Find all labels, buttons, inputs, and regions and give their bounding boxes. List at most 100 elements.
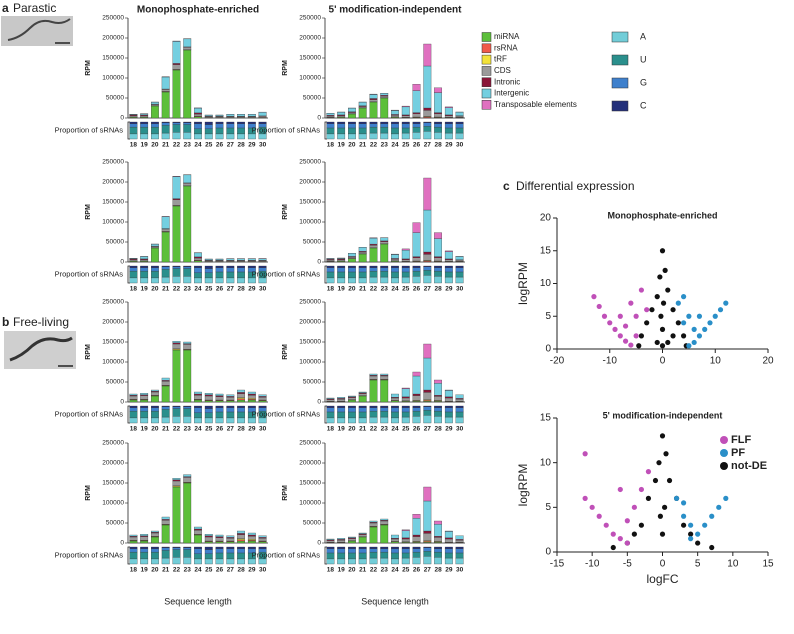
bar-segment xyxy=(455,256,464,260)
proportion-segment xyxy=(380,270,389,278)
x-axis-label: Sequence length xyxy=(164,596,232,606)
proportion-segment xyxy=(161,550,170,559)
x-tick-label: 19 xyxy=(338,286,346,293)
point xyxy=(649,307,655,313)
proportion-segment xyxy=(151,417,159,424)
proportion-segment xyxy=(358,548,367,554)
proportion-segment xyxy=(434,132,442,140)
bar-segment xyxy=(401,529,410,531)
point xyxy=(659,248,666,254)
x-tick-label: 28 xyxy=(237,142,245,149)
proportion-segment xyxy=(226,548,235,554)
x-tick-label: 23 xyxy=(184,567,192,574)
point xyxy=(622,338,629,344)
bar-segment xyxy=(215,536,224,538)
proportion-segment xyxy=(380,410,389,418)
bar-segment xyxy=(401,249,410,260)
bar-segment xyxy=(326,113,335,116)
x-tick-label: 30 xyxy=(456,567,464,574)
proportion-segment xyxy=(226,267,235,273)
bar-segment xyxy=(194,107,202,114)
proportion-segment xyxy=(172,405,181,408)
x-tick-label: -10 xyxy=(603,356,618,367)
bar-segment xyxy=(358,532,367,534)
x-tick-label: 24 xyxy=(391,567,399,574)
bar-segment xyxy=(434,537,442,542)
proportion-segment xyxy=(215,546,224,549)
proportion-segment xyxy=(172,557,181,565)
proportion-segment xyxy=(337,265,346,268)
proportion-segment xyxy=(348,123,356,129)
x-tick-label: 10 xyxy=(710,356,722,367)
bar-segment xyxy=(183,38,192,48)
proportion-segment xyxy=(444,265,453,268)
bar-segment xyxy=(183,47,192,50)
bar-segment xyxy=(401,537,410,540)
x-tick-label: 29 xyxy=(445,142,453,149)
proportion-segment xyxy=(369,123,378,128)
legend-label: Transposable elements xyxy=(494,100,577,109)
x-tick-label: 27 xyxy=(424,286,432,293)
bar-segment xyxy=(337,259,346,262)
panel-letter: a xyxy=(2,1,9,15)
proportion-segment xyxy=(183,266,192,269)
point xyxy=(691,339,697,346)
bar-segment xyxy=(348,112,356,114)
proportion-segment xyxy=(247,277,256,284)
proportion-segment xyxy=(194,272,202,279)
proportion-segment xyxy=(129,551,138,560)
bar-segment xyxy=(326,115,335,118)
proportion-segment xyxy=(348,121,356,124)
bar-segment xyxy=(215,395,224,397)
bar-segment xyxy=(348,113,356,119)
bar-segment xyxy=(151,243,159,247)
bar-segment xyxy=(401,387,410,389)
bar-segment xyxy=(215,534,224,537)
x-tick-label: 20 xyxy=(151,426,159,433)
proportion-segment xyxy=(412,407,421,412)
proportion-segment xyxy=(215,121,224,124)
proportion-segment xyxy=(444,407,453,413)
point xyxy=(596,513,602,519)
proportion-segment xyxy=(380,126,389,134)
proportion-segment xyxy=(140,133,149,140)
proportion-segment xyxy=(391,552,399,560)
proportion-segment xyxy=(348,405,356,408)
proportion-segment xyxy=(401,546,410,549)
proportion-segment xyxy=(401,121,410,124)
y-tick-label: 200000 xyxy=(102,460,124,467)
point xyxy=(707,320,713,326)
proportion-segment xyxy=(455,276,464,284)
bar-segment xyxy=(161,231,170,263)
proportion-segment xyxy=(434,121,442,124)
proportion-segment xyxy=(151,265,159,268)
proportion-segment xyxy=(161,409,170,418)
proportion-segment xyxy=(444,416,453,424)
point xyxy=(654,339,660,346)
point xyxy=(638,333,645,339)
bar-segment xyxy=(412,514,421,519)
y-tick-label: 0 xyxy=(120,540,124,547)
proportion-segment xyxy=(444,123,453,129)
proportion-segment xyxy=(423,551,432,557)
proportion-segment xyxy=(326,277,335,284)
proportion-segment xyxy=(172,132,181,140)
x-tick-label: 22 xyxy=(173,426,181,433)
x-tick-label: 27 xyxy=(227,426,235,433)
proportion-segment xyxy=(337,271,346,279)
proportion-segment xyxy=(247,405,256,408)
proportion-segment xyxy=(358,407,367,413)
bar-segment xyxy=(444,115,453,118)
y-tick-label: 15 xyxy=(540,245,552,256)
bar-segment xyxy=(369,526,378,544)
bar-segment xyxy=(412,393,421,396)
y-tick-label: 50000 xyxy=(303,520,321,527)
point xyxy=(681,522,687,528)
legend-label: rsRNA xyxy=(494,43,518,52)
bar-segment xyxy=(391,393,399,398)
proportion-segment xyxy=(444,557,453,565)
proportion-segment xyxy=(380,407,389,412)
bar-segment xyxy=(434,256,442,258)
bar-segment xyxy=(391,110,399,115)
proportion-segment xyxy=(444,405,453,408)
